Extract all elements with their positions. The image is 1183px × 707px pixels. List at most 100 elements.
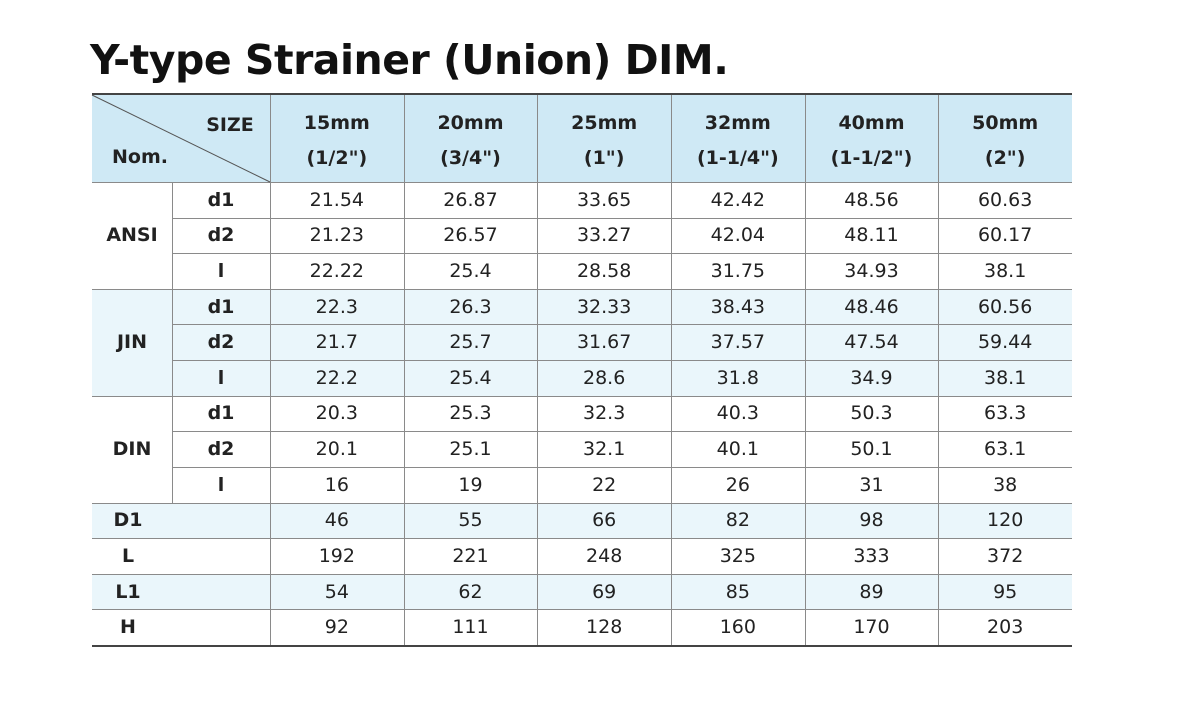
bottom-border [92,645,1072,647]
group-line [92,395,1072,397]
row-label: H [120,616,136,639]
cell-value: 203 [987,616,1024,639]
cell-value: 37.57 [710,331,766,354]
cell-value: 63.3 [984,402,1027,425]
column-inch: (1-1/2") [830,147,913,169]
cell-value: 55 [458,509,483,532]
column-inch: (1") [583,147,625,169]
column-size: 20mm [437,112,504,134]
row-line [172,466,1072,468]
column-inch: (3/4") [440,147,501,169]
cell-value: 60.56 [977,295,1033,318]
row-line [172,217,1072,219]
group-label: DIN [112,438,152,461]
cell-value: 32.33 [576,295,632,318]
row-bg [92,573,1072,610]
row-line [92,609,1072,611]
cell-value: 50.1 [850,438,893,461]
cell-value: 26.3 [449,295,492,318]
cell-value: 38.1 [984,260,1027,283]
cell-value: 28.58 [576,260,632,283]
group-line [92,288,1072,290]
row-label: L [121,544,135,567]
cell-value: 25.3 [449,402,492,425]
cell-value: 47.54 [844,331,899,354]
cell-value: 66 [592,509,617,532]
column-size: 15mm [303,112,370,134]
column-line [403,95,405,645]
cell-value: 38.1 [984,366,1027,389]
group-divider [172,395,173,503]
column-size: 40mm [838,112,905,134]
cell-value: 20.1 [315,438,358,461]
cell-value: 25.4 [449,366,492,389]
row-label: d2 [207,438,235,461]
row-line [92,502,1072,504]
cell-value: 25.7 [449,331,492,354]
column-line [537,95,539,645]
row-line [172,324,1072,326]
cell-value: 38 [993,473,1018,496]
cell-value: 63.1 [984,438,1027,461]
cell-value: 333 [853,544,890,567]
cell-value: 38.43 [710,295,766,318]
cell-value: 21.23 [309,224,365,247]
cell-value: 22 [592,473,617,496]
row-line [172,360,1072,362]
cell-value: 46 [324,509,349,532]
cell-value: 22.22 [309,260,365,283]
cell-value: 34.93 [844,260,899,283]
title: Y-type Strainer (Union) DIM. [90,36,729,84]
cell-value: 32.3 [583,402,626,425]
row-label: d2 [207,224,235,247]
cell-value: 26 [725,473,750,496]
row-label: D1 [113,509,143,532]
cell-value: 16 [324,473,349,496]
cell-value: 31.67 [576,331,632,354]
column-line [938,95,940,645]
cell-value: 59.44 [977,331,1033,354]
cell-value: 372 [987,544,1024,567]
cell-value: 69 [592,580,617,603]
cell-value: 48.46 [844,295,899,318]
cell-value: 54 [324,580,349,603]
cell-value: 33.27 [576,224,632,247]
row-label: l [217,260,225,283]
cell-value: 98 [859,509,884,532]
row-label: L1 [115,580,141,603]
group-label: JIN [116,331,148,354]
column-inch: (1-1/4") [696,147,779,169]
group-divider [172,288,173,396]
cell-value: 25.1 [449,438,492,461]
cell-value: 31 [859,473,884,496]
row-label: d2 [207,331,235,354]
cell-value: 160 [719,616,756,639]
column-line [671,95,672,645]
cell-value: 50.3 [850,402,893,425]
cell-value: 60.63 [977,188,1033,211]
cell-value: 20.3 [315,402,358,425]
cell-value: 40.1 [716,438,759,461]
row-label: d1 [207,295,235,318]
cell-value: 248 [586,544,623,567]
cell-value: 89 [859,580,884,603]
cell-value: 22.3 [315,295,358,318]
cell-value: 21.54 [309,188,365,211]
cell-value: 170 [853,616,890,639]
cell-value: 48.56 [844,188,899,211]
cell-value: 120 [987,509,1024,532]
cell-value: 31.8 [716,366,759,389]
cell-value: 85 [725,580,750,603]
column-size: 50mm [972,112,1039,134]
cell-value: 34.9 [850,366,893,389]
corner-nom: Nom. [112,146,168,168]
cell-value: 40.3 [716,402,759,425]
group-line [92,182,1072,183]
cell-value: 33.65 [576,188,632,211]
cell-value: 32.1 [583,438,626,461]
row-bg [92,502,1072,539]
row-label: l [217,366,225,389]
row-line [92,573,1072,575]
group-label: ANSI [106,224,158,247]
